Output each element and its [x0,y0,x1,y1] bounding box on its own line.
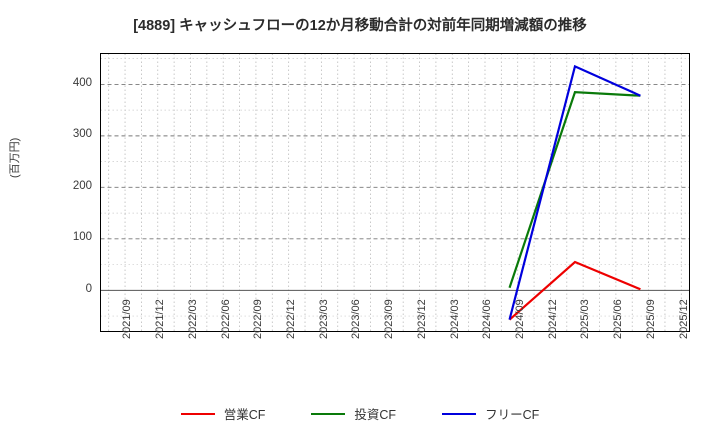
legend-item[interactable]: 投資CF [311,404,396,423]
y-tick-label: 400 [72,76,92,89]
y-tick-label: 300 [72,128,92,141]
x-tick-label: 2022/06 [219,299,232,339]
x-tick-label: 2024/03 [448,299,461,339]
x-tick-label: 2022/12 [284,299,297,339]
plot-frame [100,53,690,332]
legend-item[interactable]: 営業CF [180,404,266,423]
x-tick-label: 2025/06 [612,299,625,339]
x-tick-label: 2023/12 [415,299,428,339]
y-tick-label: 200 [72,179,92,192]
legend-label: 営業CF [223,408,266,422]
series-line-営業CF [508,260,641,321]
legend-label: 投資CF [354,408,397,422]
x-tick-label: 2022/09 [252,299,265,339]
x-tick-label: 2025/09 [644,299,657,339]
x-tick-label: 2024/12 [546,299,559,339]
x-tick-label: 2024/06 [481,299,494,339]
series-lines [508,64,641,321]
series-line-投資CF [508,90,641,289]
minor-vertical-gridlines [108,53,682,332]
x-tick-label: 2021/12 [154,299,167,339]
legend-color-swatch [442,412,477,415]
x-tick-label: 2021/09 [121,299,134,339]
y-tick-label: 100 [72,231,92,244]
legend-label: フリーCF [485,408,540,422]
x-tick-label: 2023/09 [383,299,396,339]
series-line-フリーCF [508,64,641,320]
x-tick-label: 2023/06 [350,299,363,339]
x-tick-label: 2025/12 [677,299,690,339]
chart-legend: 営業CF 投資CF フリーCF [0,404,720,423]
legend-color-swatch [180,412,215,415]
legend-color-swatch [311,412,346,415]
x-tick-label: 2023/03 [317,299,330,339]
x-tick-label: 2024/09 [514,299,527,339]
major-horizontal-gridlines [100,83,690,291]
chart-title: [4889] キャッシュフローの12か月移動合計の対前年同期増減額の推移 [133,18,587,34]
legend-item[interactable]: フリーCF [442,404,539,423]
y-tick-label: 0 [85,282,92,295]
x-tick-label: 2025/03 [579,299,592,339]
x-tick-label: 2022/03 [186,299,199,339]
